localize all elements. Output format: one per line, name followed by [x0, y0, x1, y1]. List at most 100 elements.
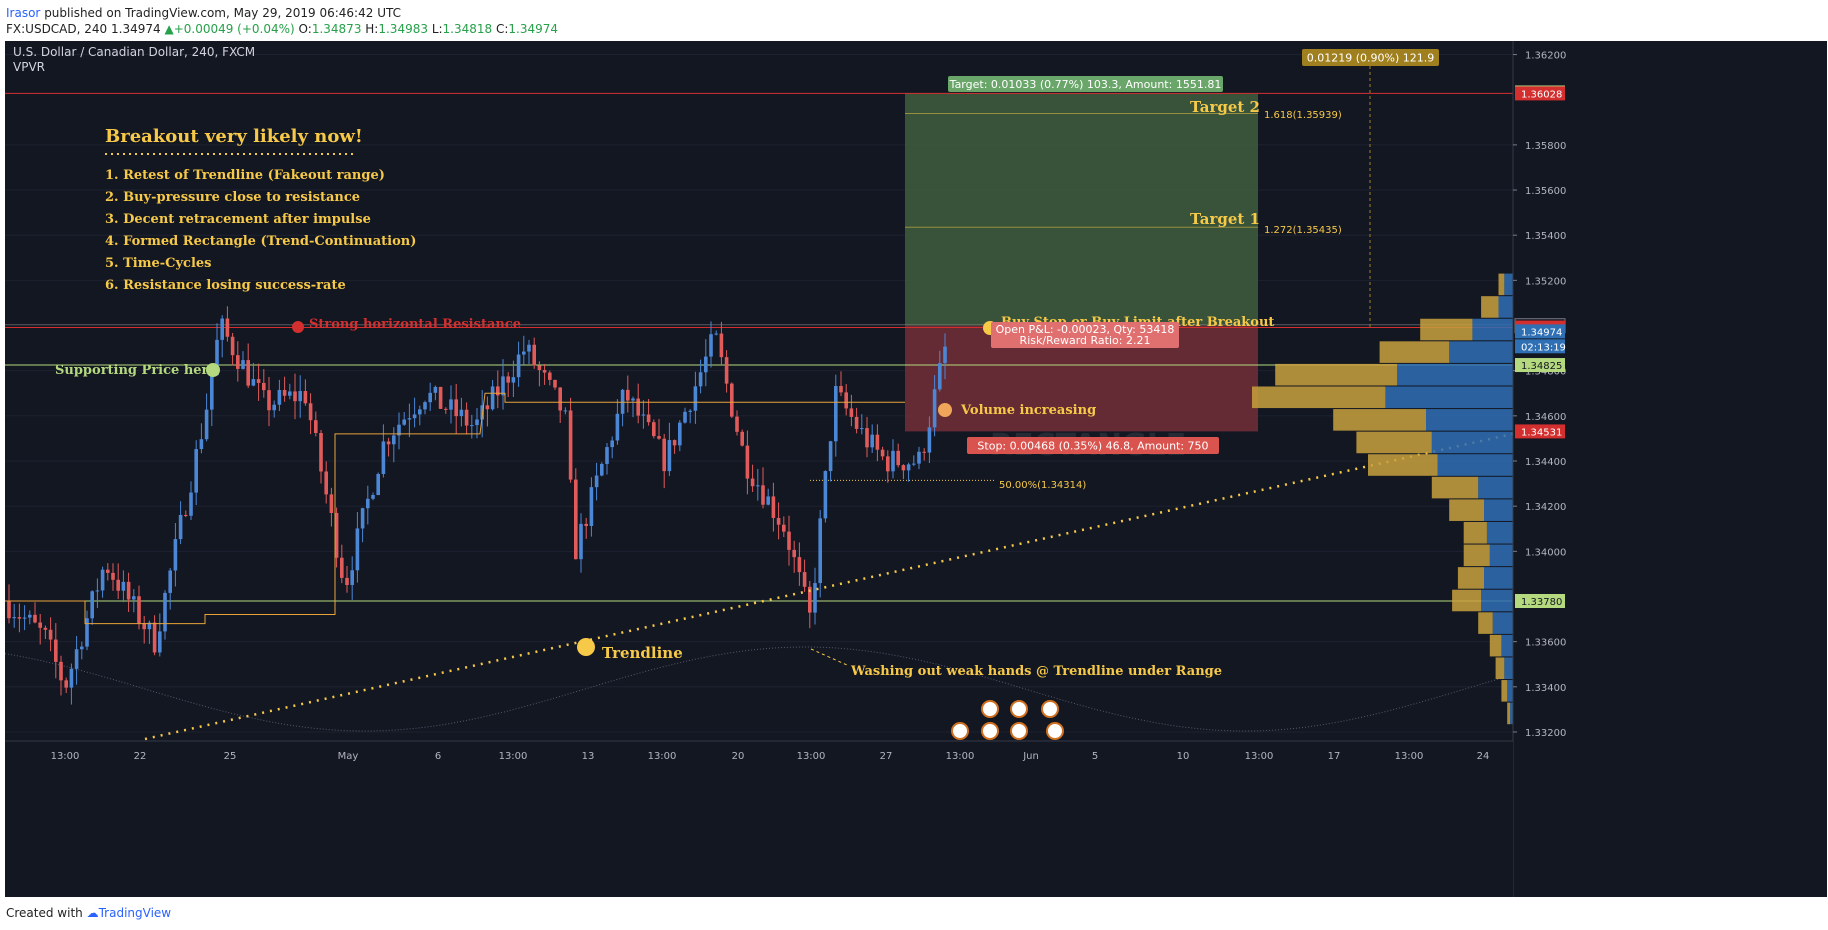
candle-body — [719, 333, 724, 358]
candle-body — [210, 375, 214, 410]
candle-body — [147, 622, 152, 630]
price-label-bg — [1515, 339, 1565, 354]
vp-bar-up — [1484, 499, 1513, 521]
vp-bar-down — [1478, 612, 1493, 634]
candle-body — [470, 425, 474, 427]
measure-box: 0.01219 (0.90%) 121.9 — [1307, 52, 1435, 65]
price-chart[interactable]: Breakout very likely now! 1. Retest of Tr… — [5, 41, 1827, 897]
candle-body — [256, 379, 261, 383]
vp-bar-up — [1484, 567, 1513, 589]
vp-bar-down — [1481, 296, 1499, 318]
candle-body — [360, 508, 365, 529]
vp-bar-down — [1275, 363, 1397, 386]
high-value: 1.34983 — [378, 22, 428, 36]
candle-body — [704, 356, 708, 373]
candle-body — [397, 424, 401, 436]
candle-body — [251, 379, 256, 386]
candle-body — [912, 463, 916, 465]
candle-body — [48, 629, 53, 640]
target2-label: Target 2 — [1190, 98, 1260, 116]
candle-body — [418, 409, 422, 415]
candle-body — [875, 434, 880, 450]
candle-body — [553, 379, 557, 388]
trendline — [144, 432, 1514, 741]
candle-body — [423, 402, 427, 410]
price-tick-label: 1.34400 — [1525, 457, 1566, 468]
vp-bar-down — [1498, 273, 1505, 296]
candle-body — [402, 419, 406, 425]
target1-label: Target 1 — [1190, 210, 1260, 228]
candle-body — [22, 617, 27, 619]
event-flag-icon — [1010, 700, 1028, 718]
candle-body — [225, 318, 230, 337]
price-label: 1.36028 — [1521, 89, 1562, 100]
price-tick-label: 1.36200 — [1525, 51, 1566, 62]
candle-body — [615, 413, 620, 441]
stop-box-bg — [967, 437, 1219, 454]
tradingview-brand[interactable]: TradingView — [98, 906, 172, 920]
event-flag-icon — [951, 722, 969, 740]
candle-body — [64, 680, 68, 688]
candle-body — [756, 485, 760, 487]
candle-body — [178, 514, 183, 540]
price-tick-label: 1.35400 — [1525, 231, 1566, 242]
candle-body — [350, 570, 354, 586]
tradingview-logo-icon[interactable]: ☁ — [86, 906, 99, 920]
candle-body — [761, 485, 765, 505]
event-flag-icon — [981, 722, 999, 740]
candle-body — [464, 409, 469, 426]
candle-body — [272, 404, 276, 411]
trendline-label: Trendline — [602, 644, 683, 662]
chart-panel[interactable]: Breakout very likely now! 1. Retest of Tr… — [5, 41, 1827, 897]
candle-body — [496, 386, 500, 396]
time-tick-label: 5 — [1092, 751, 1098, 762]
vp-bar-up — [1385, 386, 1513, 409]
candle-body — [594, 475, 599, 488]
candle-body — [917, 451, 921, 464]
candle-body — [865, 428, 869, 448]
time-tick-label: 13:00 — [1395, 751, 1424, 762]
candle-body — [740, 431, 744, 446]
target-zone — [905, 93, 1258, 326]
ohlc-bar: FX:USDCAD, 240 1.34974 ▲+0.00049 (+0.04%… — [6, 22, 558, 36]
candle-body — [589, 487, 594, 526]
time-tick-label: 13:00 — [648, 751, 677, 762]
candle-body — [308, 403, 313, 421]
volume-dot — [938, 403, 952, 417]
price-label: 1.34825 — [1521, 361, 1562, 372]
candle-body — [750, 478, 755, 487]
candle-body — [792, 549, 796, 558]
candle-body — [693, 386, 698, 411]
price-label: 1.34974 — [1521, 327, 1562, 338]
fib-50-label: 50.00%(1.34314) — [999, 480, 1086, 491]
time-tick-label: 13:00 — [499, 751, 528, 762]
candle-body — [730, 383, 734, 417]
candle-body — [667, 440, 672, 472]
candle-body — [490, 386, 495, 410]
candle-body — [236, 355, 240, 369]
price-tick-label: 1.35200 — [1525, 276, 1566, 287]
reason-3: 3. Decent retracement after impulse — [105, 212, 371, 227]
candle-body — [126, 581, 131, 600]
candle-body — [314, 420, 318, 434]
indicator-label[interactable]: VPVR — [13, 60, 45, 74]
candle-body — [392, 435, 396, 445]
candle-body — [880, 449, 885, 457]
close-value: 1.34974 — [508, 22, 559, 36]
created-with-text: Created with — [6, 906, 83, 920]
candle-body — [849, 408, 854, 417]
vp-bar-down — [1463, 521, 1487, 544]
vp-bar-up — [1489, 544, 1513, 567]
candle-body — [454, 399, 458, 417]
author-link[interactable]: Irasor — [6, 6, 41, 20]
vp-bar-down — [1452, 589, 1482, 612]
candle-body — [371, 494, 375, 499]
target-box: Target: 0.01033 (0.77%) 103.3, Amount: 1… — [949, 78, 1222, 91]
candle-body — [516, 354, 521, 378]
chart-title: U.S. Dollar / Canadian Dollar, 240, FXCM — [13, 45, 256, 59]
candle-body — [407, 418, 412, 420]
open-label: O: — [298, 22, 312, 36]
time-tick-label: 22 — [134, 751, 147, 762]
candle-body — [886, 456, 890, 472]
candle-body — [69, 668, 74, 688]
